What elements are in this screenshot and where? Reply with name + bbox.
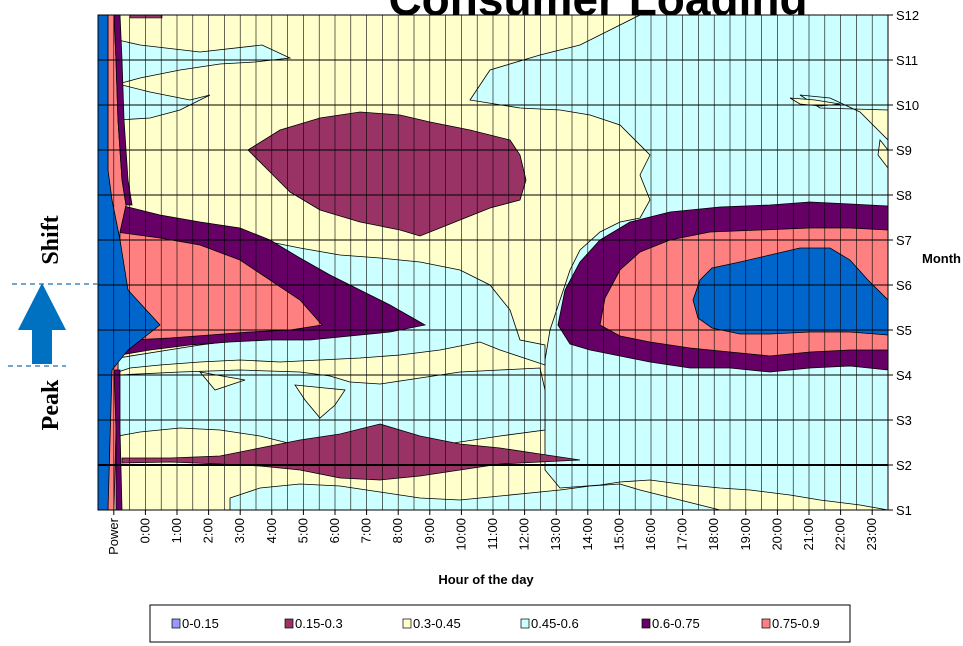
legend-item: 0-0.15 (171, 616, 219, 631)
legend-swatch (641, 618, 651, 629)
x-tick-label: 17:00 (675, 518, 690, 551)
legend: 0-0.15 0.15-0.3 0.3-0.45 0.45-0.6 0.6-0.75 0.… (149, 604, 851, 643)
x-axis-label: Hour of the day (438, 572, 534, 587)
band-0.15-0.3-top-left (129, 15, 163, 19)
annotation-peak-text: Peak (38, 379, 64, 430)
x-tick-label: 16:00 (643, 518, 658, 551)
legend-item: 0.75-0.9 (761, 616, 820, 631)
band-0.15-0.3-center (247, 111, 527, 237)
y-tick-label: S6 (896, 278, 912, 293)
legend-swatch (761, 618, 771, 629)
x-tick-label: 7:00 (359, 518, 374, 543)
legend-swatch (520, 618, 530, 629)
plot-area (98, 15, 888, 510)
legend-swatch (402, 618, 412, 629)
legend-label: 0.75-0.9 (772, 616, 820, 631)
x-tick-label: 21:00 (801, 518, 816, 551)
x-tick-label: 9:00 (422, 518, 437, 543)
legend-swatch (171, 618, 181, 629)
legend-label: 0.6-0.75 (652, 616, 700, 631)
y-axis-right: S1 S2 S3 S4 S5 S6 S7 S8 S9 S10 S11 S12 (888, 8, 919, 518)
legend-label: 0.3-0.45 (413, 616, 461, 631)
y-tick-label: S12 (896, 8, 919, 23)
y-tick-label: S9 (896, 143, 912, 158)
x-tick-label: 0:00 (137, 518, 152, 543)
legend-item: 0.3-0.45 (402, 616, 461, 631)
y-tick-label: S10 (896, 98, 919, 113)
legend-item: 0.45-0.6 (520, 616, 579, 631)
x-tick-label: 11:00 (485, 518, 500, 550)
y-tick-label: S2 (896, 458, 912, 473)
x-tick-label: 20:00 (769, 518, 784, 551)
legend-label: 0-0.15 (182, 616, 219, 631)
x-tick-label: 12:00 (517, 518, 532, 551)
peak-shift-annotation: Peak Shift (8, 215, 98, 430)
y-tick-label: S5 (896, 323, 912, 338)
legend-box (149, 604, 851, 643)
x-tick-label: 5:00 (295, 518, 310, 543)
band-0.6-0.75-edge-lower (113, 369, 123, 510)
x-tick-label: 13:00 (548, 518, 563, 551)
legend-label: 0.45-0.6 (531, 616, 579, 631)
x-tick-label: 15:00 (611, 518, 626, 551)
legend-item: 0.15-0.3 (284, 616, 343, 631)
x-tick-label: 14:00 (580, 518, 595, 551)
y-tick-label: S3 (896, 413, 912, 428)
y-tick-label: S11 (896, 53, 918, 68)
x-tick-label: 22:00 (833, 518, 848, 551)
annotation-shift-text: Shift (38, 215, 64, 264)
y-tick-label: S1 (896, 503, 912, 518)
y-tick-label: S4 (896, 368, 912, 383)
legend-item: 0.6-0.75 (641, 616, 700, 631)
band-core-right (692, 247, 888, 336)
band-0.6-0.75-edge (113, 15, 133, 206)
y-tick-label: S7 (896, 233, 912, 248)
x-tick-label: 18:00 (706, 518, 721, 551)
x-tick-label: 1:00 (169, 518, 184, 543)
grid-lines (98, 15, 888, 510)
x-tick-label: 8:00 (390, 518, 405, 543)
x-tick-label: 10:00 (453, 518, 468, 551)
x-tick-label: 4:00 (264, 518, 279, 543)
x-tick-label: 2:00 (201, 518, 216, 543)
x-tick-label: 6:00 (327, 518, 342, 543)
up-arrow-icon (18, 283, 66, 364)
x-tick-label: Power (106, 517, 121, 555)
band-0.45-0.6-lower-left (117, 367, 546, 453)
y-axis-label-right: Month (922, 251, 961, 266)
x-axis: Power 0:00 1:00 2:00 3:00 4:00 5:00 6:00 7:00 8:0… (106, 510, 879, 555)
band-core-left (98, 15, 161, 510)
x-tick-label: 3:00 (232, 518, 247, 543)
x-tick-label: 19:00 (738, 518, 753, 551)
legend-label: 0.15-0.3 (295, 616, 343, 631)
band-0.45-0.6-bottom (229, 483, 721, 510)
x-tick-label: 23:00 (864, 518, 879, 551)
legend-swatch (284, 618, 294, 629)
y-tick-label: S8 (896, 188, 912, 203)
